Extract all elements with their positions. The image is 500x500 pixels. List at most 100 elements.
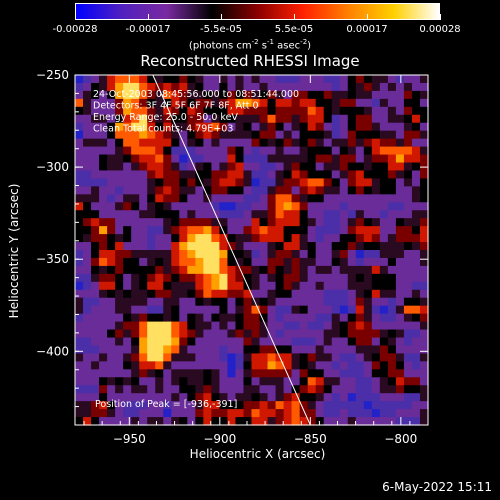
heatmap-cell — [75, 114, 84, 124]
heatmap-cell — [115, 90, 124, 100]
heatmap-cell — [283, 98, 293, 108]
heatmap-cell — [347, 122, 357, 132]
heatmap-cell — [91, 257, 100, 267]
heatmap-cell — [259, 337, 269, 347]
heatmap-cell — [275, 409, 285, 418]
heatmap-cell — [243, 226, 253, 235]
heatmap-cell — [387, 98, 397, 108]
heatmap-cell — [299, 178, 309, 187]
heatmap-cell — [251, 250, 261, 259]
heatmap-cell — [251, 226, 261, 235]
heatmap-cell — [323, 337, 333, 347]
heatmap-cell — [411, 385, 421, 394]
heatmap-cell — [155, 393, 164, 402]
heatmap-cell — [219, 234, 229, 243]
heatmap-cell — [371, 242, 381, 251]
heatmap-cell — [275, 226, 285, 235]
heatmap-cell — [107, 130, 116, 140]
heatmap-cell — [187, 393, 196, 402]
heatmap-cell — [163, 218, 172, 227]
heatmap-cell — [379, 194, 389, 203]
heatmap-cell — [371, 257, 381, 267]
heatmap-cell — [323, 257, 333, 267]
heatmap-cell — [219, 250, 229, 259]
heatmap-cell — [283, 210, 293, 219]
heatmap-cell — [411, 98, 421, 108]
heatmap-cell — [323, 297, 333, 307]
heatmap-cell — [243, 170, 253, 179]
heatmap-cell — [227, 186, 237, 195]
heatmap-cell — [331, 146, 341, 156]
heatmap-cell — [115, 353, 124, 362]
heatmap-cell — [147, 289, 156, 299]
heatmap-cell — [275, 257, 285, 267]
heatmap-cell — [323, 417, 333, 426]
heatmap-cell — [155, 210, 164, 219]
heatmap-cell — [99, 273, 108, 283]
heatmap-cell — [163, 401, 172, 410]
heatmap-cell — [339, 345, 349, 354]
heatmap-cell — [99, 417, 108, 426]
heatmap-cell — [347, 114, 357, 124]
heatmap-cell — [147, 114, 156, 124]
heatmap-cell — [339, 337, 349, 347]
heatmap-cell — [107, 75, 116, 84]
heatmap-cell — [267, 218, 277, 227]
heatmap-cell — [203, 146, 212, 156]
heatmap-cell — [163, 361, 172, 370]
heatmap-cell — [411, 106, 421, 116]
heatmap-cell — [387, 186, 397, 195]
heatmap-cell — [195, 250, 204, 259]
heatmap-cell — [203, 281, 212, 291]
heatmap-cell — [267, 106, 277, 116]
heatmap-cell — [307, 226, 317, 235]
heatmap-cell — [387, 353, 397, 362]
heatmap-cell — [283, 401, 293, 410]
heatmap-cell — [187, 226, 196, 235]
heatmap-cell — [267, 194, 277, 203]
heatmap-cell — [179, 329, 188, 339]
heatmap-cell — [387, 305, 397, 315]
heatmap-cell — [75, 329, 84, 339]
heatmap-cell — [307, 154, 317, 164]
heatmap-cell — [139, 210, 148, 219]
heatmap-cell — [219, 337, 229, 347]
heatmap-cell — [267, 98, 277, 108]
heatmap-cell — [331, 265, 341, 275]
heatmap-cell — [251, 162, 261, 172]
heatmap-cell — [131, 313, 140, 323]
heatmap-cell — [243, 401, 253, 410]
heatmap-cell — [371, 234, 381, 243]
heatmap-cell — [227, 369, 237, 378]
heatmap-cell — [323, 273, 333, 283]
heatmap-cell — [195, 234, 204, 243]
heatmap-cell — [403, 265, 413, 275]
heatmap-cell — [171, 265, 180, 275]
heatmap-cell — [371, 98, 381, 108]
heatmap-cell — [251, 202, 261, 211]
heatmap-cell — [123, 385, 132, 394]
heatmap-cell — [91, 345, 100, 354]
heatmap-cell — [411, 186, 421, 195]
heatmap-cell — [259, 281, 269, 291]
heatmap-cell — [371, 353, 381, 362]
heatmap-cell — [243, 321, 253, 331]
heatmap-cell — [403, 393, 413, 402]
heatmap-cell — [203, 329, 212, 339]
heatmap-cell — [315, 114, 325, 124]
heatmap-cell — [387, 393, 397, 402]
heatmap-cell — [419, 90, 429, 100]
heatmap-cell — [131, 226, 140, 235]
heatmap-cell — [187, 345, 196, 354]
heatmap-cell — [75, 409, 84, 418]
heatmap-cell — [107, 265, 116, 275]
heatmap-cell — [147, 273, 156, 283]
heatmap-cell — [211, 242, 221, 251]
heatmap-cell — [275, 162, 285, 172]
heatmap-cell — [339, 369, 349, 378]
heatmap-cell — [179, 353, 188, 362]
heatmap-cell — [219, 409, 229, 418]
heatmap-cell — [171, 202, 180, 211]
heatmap-cell — [91, 75, 100, 84]
heatmap-cell — [155, 353, 164, 362]
